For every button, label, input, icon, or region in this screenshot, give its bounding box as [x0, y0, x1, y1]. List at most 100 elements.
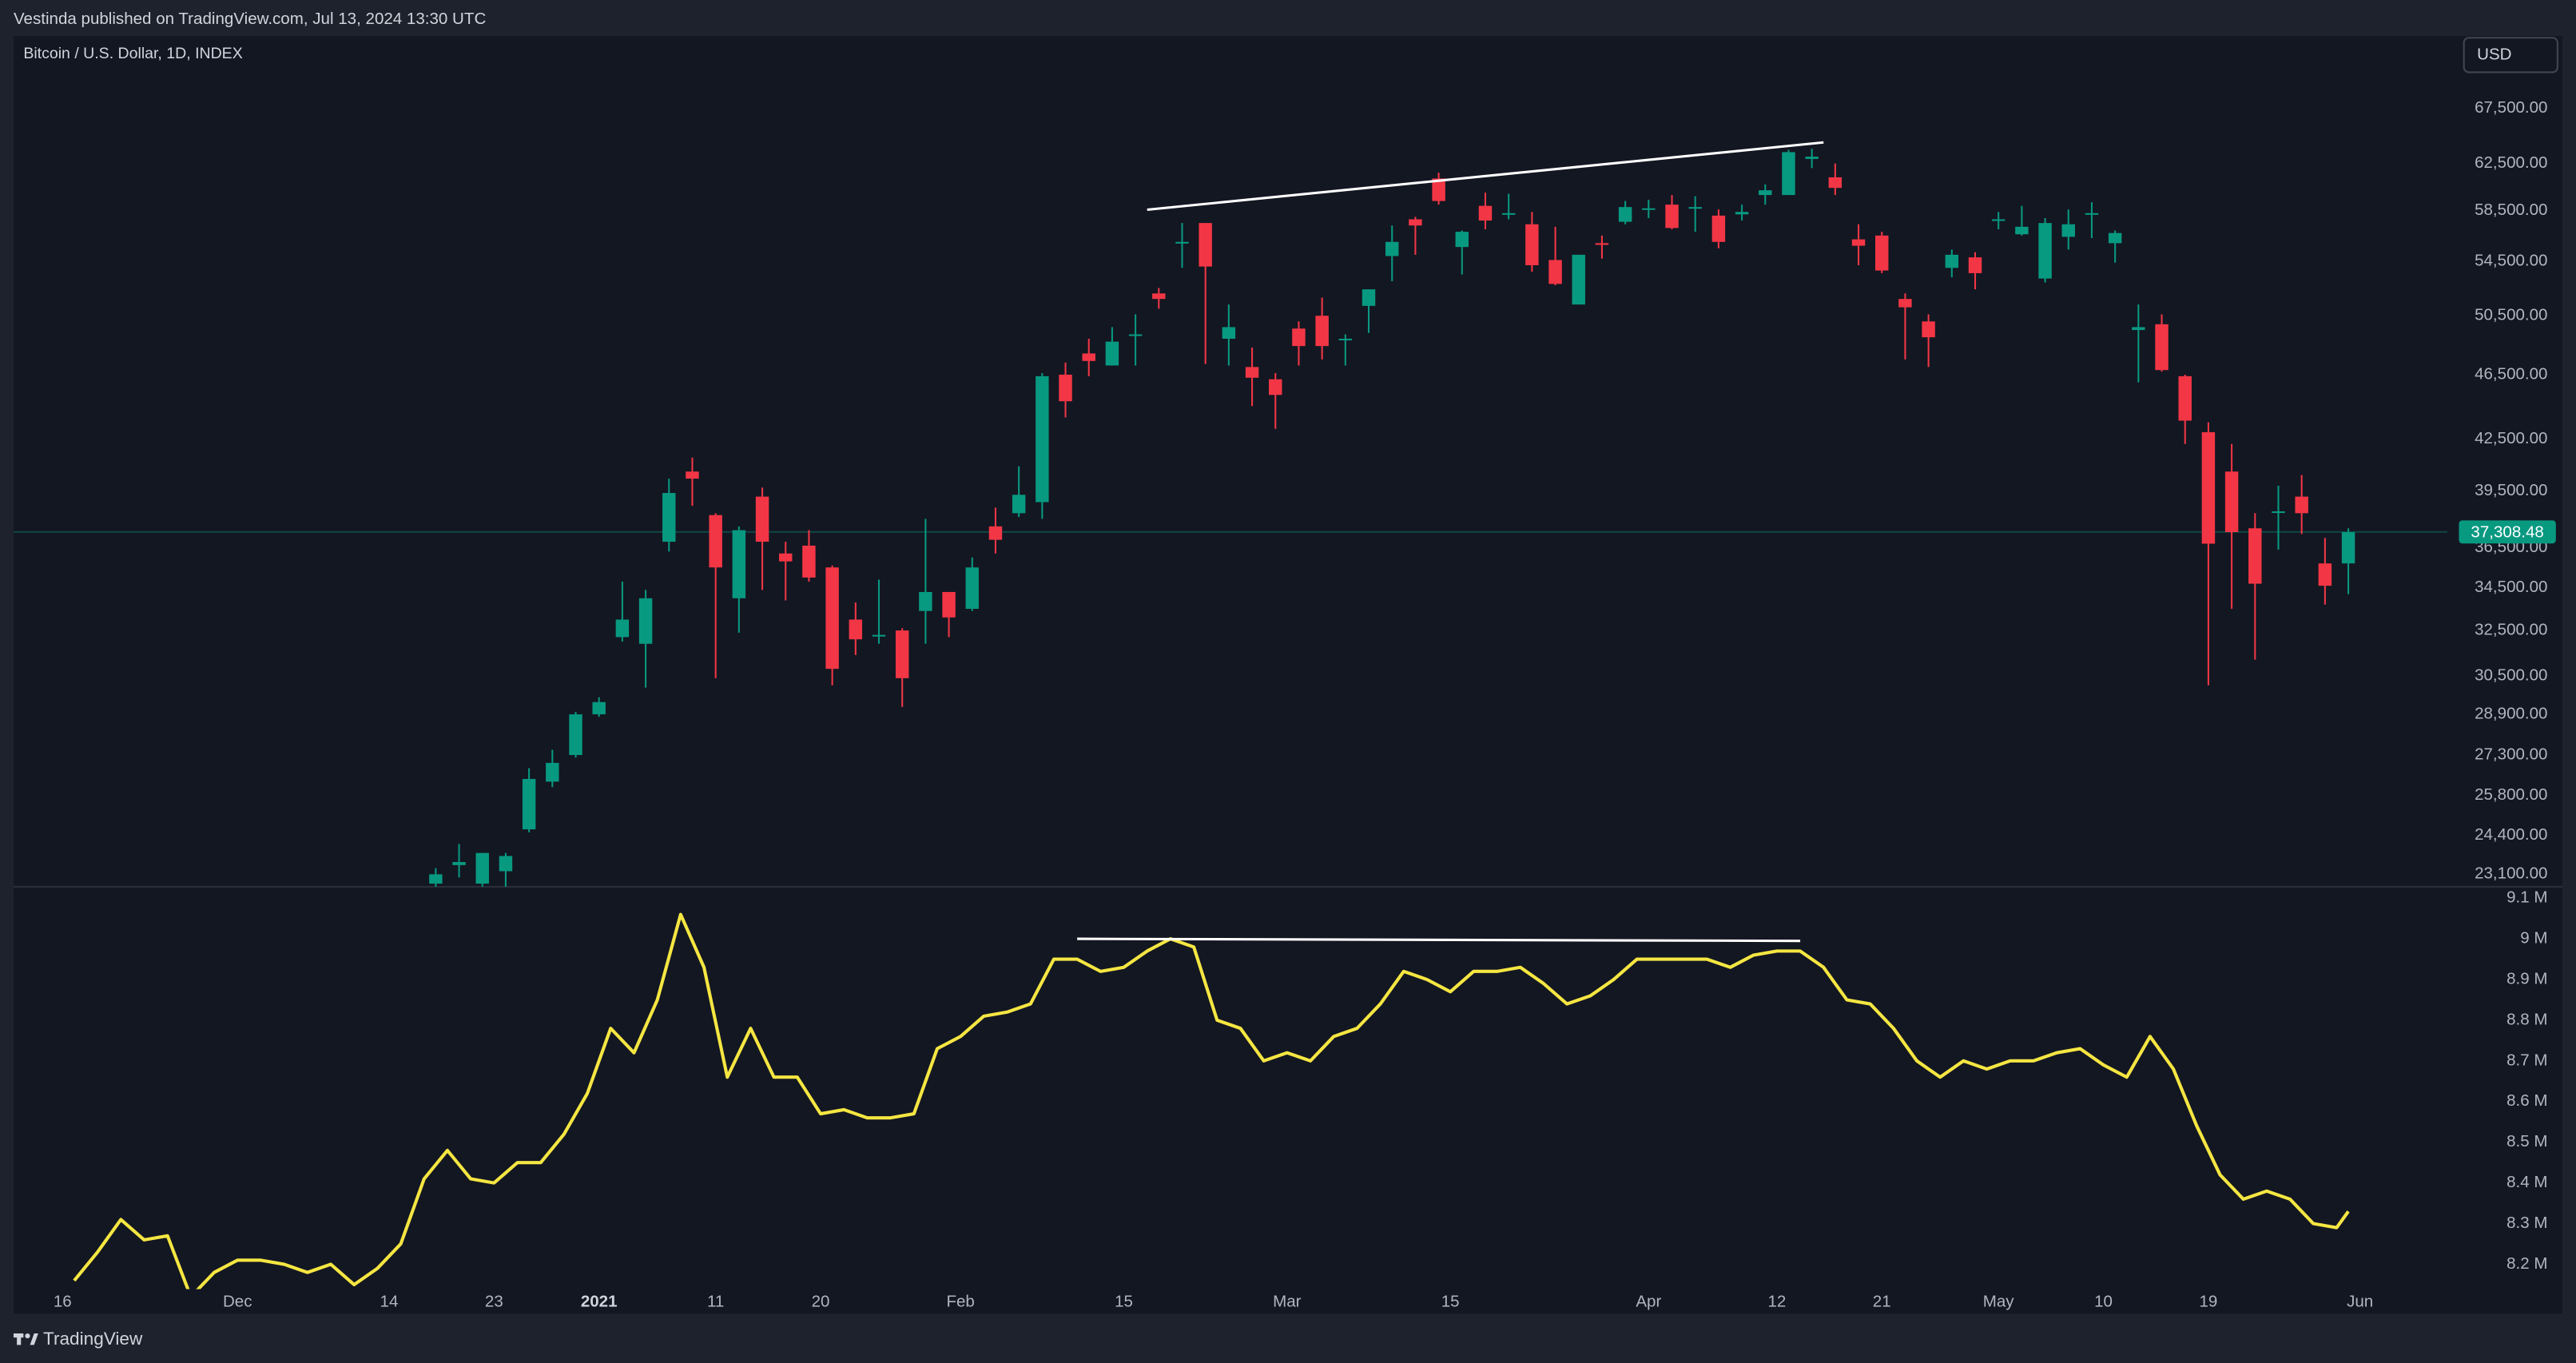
- y-tick-label: 32,500.00: [2475, 621, 2547, 639]
- x-tick-label: Feb: [946, 1292, 974, 1310]
- candle-body: [1828, 177, 1843, 189]
- x-tick-label: 16: [54, 1292, 72, 1310]
- y-tick-label: 27,300.00: [2475, 745, 2547, 763]
- trend-line: [1147, 141, 1824, 212]
- x-tick-label: 12: [1767, 1292, 1786, 1310]
- candle-body: [452, 861, 466, 865]
- candle-body: [1152, 293, 1166, 300]
- candle-body: [1455, 232, 1469, 248]
- y-tick-label: 9.1 M: [2506, 888, 2547, 907]
- candle-body: [569, 714, 582, 755]
- candle-body: [1269, 379, 1282, 395]
- candle-body: [499, 856, 513, 872]
- indicator-line: [73, 912, 2350, 1289]
- candle-body: [2155, 324, 2169, 371]
- candle-body: [1851, 239, 1866, 246]
- y-tick-label: 67,500.00: [2475, 98, 2547, 117]
- candle-body: [1105, 341, 1119, 366]
- x-tick-label: 15: [1441, 1292, 1460, 1310]
- candle-body: [1012, 495, 1026, 514]
- currency-label[interactable]: USD: [2477, 45, 2511, 63]
- candle-body: [1991, 219, 2006, 221]
- candle-body: [2341, 532, 2355, 564]
- x-tick-label: Apr: [1636, 1292, 1661, 1310]
- candle-body: [615, 619, 630, 638]
- candle-body: [1711, 215, 1726, 242]
- candle-body: [2108, 232, 2122, 244]
- candle-body: [732, 530, 746, 598]
- candle-body: [662, 493, 676, 542]
- y-tick-label: 24,400.00: [2475, 825, 2547, 844]
- y-tick-label: 8.5 M: [2506, 1132, 2547, 1150]
- chart-area: [13, 36, 2563, 1314]
- candle-body: [1409, 219, 1422, 226]
- candle-body: [1245, 367, 1259, 378]
- candle-body: [825, 567, 839, 670]
- y-tick-label: 39,500.00: [2475, 481, 2547, 499]
- candle-body: [1501, 213, 1516, 215]
- candle-body: [546, 762, 559, 782]
- chart-title: Bitcoin / U.S. Dollar, 1D, INDEX: [23, 45, 242, 62]
- candle-body: [1059, 374, 1072, 402]
- x-tick-label: 23: [485, 1292, 503, 1310]
- y-tick-label: 8.4 M: [2506, 1173, 2547, 1191]
- publish-info: Vestinda published on TradingView.com, J…: [14, 10, 486, 28]
- y-tick-label: 25,800.00: [2475, 785, 2547, 804]
- candle-body: [2178, 376, 2192, 421]
- x-tick-label: Mar: [1273, 1292, 1302, 1310]
- candle-body: [429, 874, 443, 884]
- candle-body: [1175, 241, 1189, 244]
- y-tick-label: 62,500.00: [2475, 153, 2547, 172]
- candle-body: [965, 567, 979, 610]
- candle-body: [919, 591, 932, 611]
- candle-body: [1548, 260, 1562, 284]
- candle-body: [849, 619, 863, 640]
- y-tick-label: 8.7 M: [2506, 1051, 2547, 1069]
- x-tick-label: 2021: [581, 1292, 618, 1310]
- candle-body: [2132, 327, 2145, 331]
- candle-body: [779, 553, 793, 562]
- candle-body: [755, 496, 769, 542]
- x-tick-label: 11: [707, 1292, 724, 1310]
- candle-body: [1525, 224, 1539, 265]
- candle-body: [1572, 254, 1585, 305]
- candle-body: [872, 634, 886, 637]
- price-pane: [13, 141, 2448, 887]
- trend-line: [1077, 937, 1801, 943]
- axes: 67,500.00 62,500.00 58,500.00 54,500.00 50,5…: [54, 98, 2556, 1310]
- candle-body: [2061, 224, 2075, 237]
- candle-body: [988, 526, 1003, 540]
- candle-body: [1782, 152, 1795, 196]
- y-tick-label: 8.6 M: [2506, 1091, 2547, 1110]
- candle-body: [1759, 190, 1772, 196]
- candle-body: [1735, 212, 1749, 215]
- candle-body: [1922, 321, 1935, 338]
- y-tick-label: 8.2 M: [2506, 1254, 2547, 1273]
- y-tick-label: 54,500.00: [2475, 251, 2547, 269]
- candle-body: [2224, 471, 2239, 533]
- x-tick-label: 10: [2094, 1292, 2113, 1310]
- x-tick-label: 21: [1873, 1292, 1891, 1310]
- candle-body: [2038, 223, 2052, 279]
- x-tick-label: 19: [2199, 1292, 2217, 1310]
- y-tick-label: 34,500.00: [2475, 578, 2547, 596]
- candle-body: [1595, 243, 1609, 245]
- candle-body: [475, 852, 489, 884]
- candle-body: [2201, 431, 2216, 544]
- candle-body: [1222, 327, 1236, 339]
- x-tick-label: May: [1983, 1292, 2015, 1310]
- candle-body: [709, 515, 722, 568]
- x-tick-label: 15: [1115, 1292, 1133, 1310]
- candle-body: [1478, 205, 1493, 221]
- y-tick-label: 42,500.00: [2475, 429, 2547, 447]
- candle-body: [2085, 213, 2099, 215]
- candle-body: [522, 778, 536, 830]
- candle-body: [1805, 157, 1819, 159]
- currency-button[interactable]: [2463, 37, 2558, 74]
- candle-body: [2272, 511, 2285, 514]
- candle-body: [592, 701, 606, 715]
- candle-body: [802, 545, 816, 578]
- candle-body: [1688, 207, 1702, 209]
- last-price-label: 37,308.48: [2471, 523, 2543, 541]
